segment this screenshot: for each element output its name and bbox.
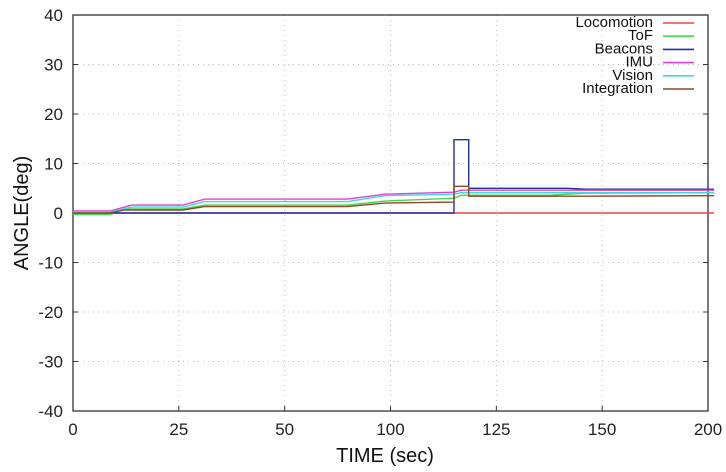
x-axis-ticks: 0 25 50 100 125 150 200 bbox=[68, 406, 722, 439]
series-integration bbox=[73, 185, 715, 214]
x-tick-label: 150 bbox=[588, 420, 616, 439]
series-lines bbox=[73, 138, 715, 216]
x-tick-label: 100 bbox=[376, 420, 404, 439]
y-tick-label: -10 bbox=[38, 254, 63, 273]
y-tick-label: 0 bbox=[54, 204, 63, 223]
legend-label: IMU bbox=[626, 54, 654, 71]
y-tick-label: -20 bbox=[38, 303, 63, 322]
y-tick-label: 30 bbox=[44, 56, 63, 75]
x-tick-label: 25 bbox=[169, 420, 188, 439]
legend-label: Beacons bbox=[595, 40, 653, 57]
y-tick-label: 20 bbox=[44, 105, 63, 124]
x-tick-label: 125 bbox=[482, 420, 510, 439]
x-tick-label: 200 bbox=[694, 420, 722, 439]
y-tick-label: 10 bbox=[44, 155, 63, 174]
x-tick-label: 0 bbox=[68, 420, 77, 439]
x-axis-label: TIME (sec) bbox=[336, 445, 434, 467]
x-tick-label: 50 bbox=[275, 420, 294, 439]
series-vision bbox=[73, 191, 715, 213]
y-tick-label: -40 bbox=[38, 402, 63, 421]
y-axis-label: ANGLE(deg) bbox=[11, 156, 33, 271]
series-beacons bbox=[73, 138, 715, 214]
y-tick-label: 40 bbox=[44, 6, 63, 25]
y-tick-label: -30 bbox=[38, 353, 63, 372]
legend-label: Integration bbox=[582, 80, 653, 97]
series-imu bbox=[73, 189, 715, 212]
legend-label: Locomotion bbox=[575, 14, 653, 31]
legend-label: Vision bbox=[612, 67, 653, 84]
legend-label: ToF bbox=[628, 27, 653, 44]
